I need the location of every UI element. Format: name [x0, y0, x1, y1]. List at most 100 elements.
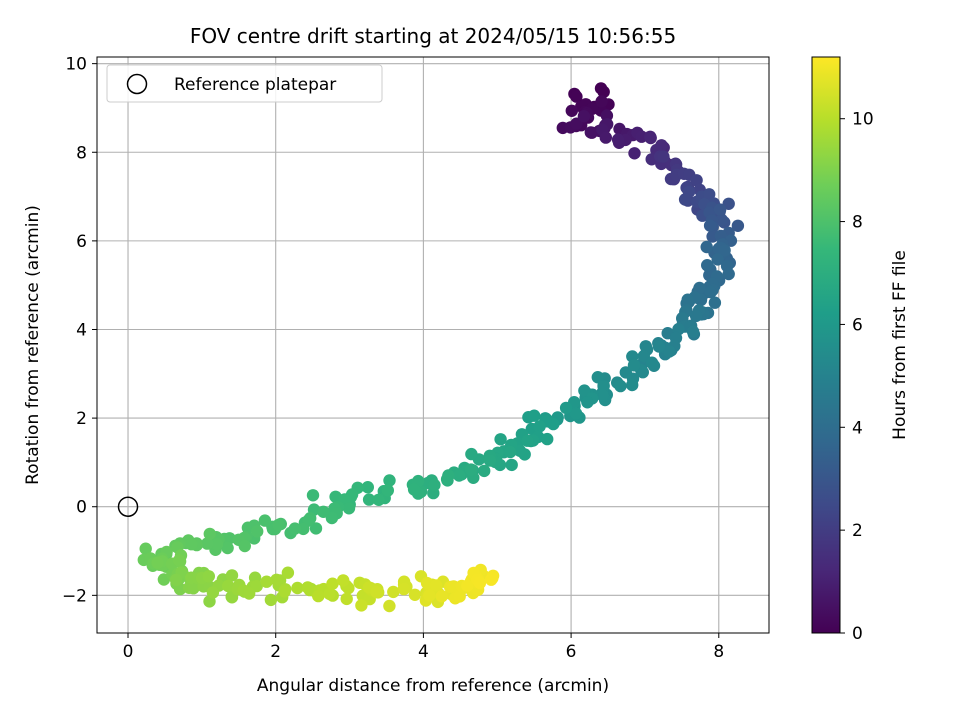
data-point	[559, 401, 573, 415]
data-point	[703, 219, 717, 232]
data-point	[581, 396, 594, 409]
data-point	[731, 219, 745, 232]
data-point	[483, 454, 497, 467]
data-point	[172, 554, 186, 567]
data-point	[464, 463, 478, 476]
data-point	[715, 213, 728, 227]
data-point	[326, 577, 339, 590]
data-point	[201, 537, 214, 550]
data-point	[596, 389, 609, 402]
y-tick-label: 4	[76, 320, 87, 340]
colorbar-tick-label: 2	[852, 521, 863, 541]
data-point	[151, 556, 164, 569]
data-point	[708, 296, 722, 309]
data-point	[453, 590, 466, 603]
data-point	[663, 345, 676, 358]
data-point	[435, 590, 448, 603]
x-tick-label: 8	[713, 642, 724, 662]
data-point	[203, 527, 216, 541]
data-point	[407, 483, 421, 496]
data-point	[323, 587, 336, 601]
data-point	[628, 147, 641, 160]
colorbar-tick-label: 4	[852, 418, 863, 438]
y-tick-label: 0	[76, 498, 87, 518]
data-point	[281, 566, 295, 579]
data-point	[337, 574, 350, 587]
data-point	[528, 409, 541, 422]
data-point	[565, 104, 578, 118]
data-point	[312, 589, 325, 603]
colorbar-tick-label: 6	[852, 315, 863, 335]
data-point	[429, 579, 443, 592]
colorbar-tick-label: 0	[852, 624, 863, 644]
colorbar-tick-label: 8	[852, 213, 863, 233]
data-point	[465, 447, 478, 461]
x-tick-label: 4	[418, 642, 429, 662]
data-point	[722, 267, 735, 281]
data-point	[423, 589, 436, 602]
data-point	[473, 576, 487, 590]
data-point	[678, 193, 692, 206]
x-tick-label: 6	[566, 642, 577, 662]
data-point	[428, 478, 441, 492]
data-point	[383, 474, 396, 487]
legend-label: Reference platepar	[174, 75, 336, 95]
y-tick-label: 2	[76, 409, 87, 429]
data-point	[361, 481, 374, 494]
data-point	[578, 384, 591, 397]
data-point	[626, 378, 639, 392]
data-point	[325, 511, 339, 525]
x-tick-label: 2	[270, 642, 281, 662]
data-point	[541, 432, 554, 446]
data-point	[686, 325, 700, 338]
data-point	[221, 541, 234, 555]
data-point	[383, 599, 396, 613]
data-point	[681, 293, 694, 306]
data-point	[270, 573, 283, 586]
data-point	[570, 90, 583, 103]
data-point	[711, 253, 724, 266]
data-point	[452, 469, 466, 482]
data-point	[521, 434, 534, 447]
data-point	[243, 587, 256, 600]
data-point	[264, 593, 278, 607]
data-point	[627, 359, 641, 372]
data-points	[137, 82, 745, 613]
data-point	[139, 542, 152, 555]
y-axis-label: Rotation from reference (arcmin)	[23, 205, 43, 485]
plot-frame	[96, 56, 770, 634]
data-point	[317, 505, 330, 518]
reference-marker	[117, 496, 139, 517]
data-point	[291, 581, 304, 595]
data-point	[340, 592, 353, 606]
data-point	[288, 522, 302, 535]
data-point	[584, 126, 597, 139]
data-point	[505, 458, 518, 472]
data-point	[306, 489, 320, 502]
colorbar-label: Hours from first FF file	[890, 250, 910, 440]
data-point	[370, 585, 383, 599]
data-point	[440, 473, 454, 486]
data-point	[693, 281, 706, 295]
colorbar	[811, 56, 841, 634]
data-point	[611, 133, 625, 146]
data-point	[591, 371, 604, 384]
data-point	[513, 444, 527, 457]
y-tick-label: 10	[65, 55, 87, 75]
x-axis-label: Angular distance from reference (arcmin)	[257, 676, 609, 696]
data-point	[569, 407, 583, 420]
data-point	[372, 493, 385, 506]
data-point	[645, 356, 659, 369]
data-point	[595, 95, 608, 108]
legend-marker	[126, 73, 148, 95]
data-point	[258, 514, 272, 527]
colorbar-ticks: 0 2 4 6 8 10	[840, 110, 874, 644]
data-point	[689, 309, 703, 323]
legend-box	[106, 64, 383, 103]
data-point	[690, 174, 703, 187]
data-point	[381, 484, 394, 497]
data-point	[202, 570, 215, 583]
data-point	[387, 585, 400, 599]
data-point	[251, 525, 264, 538]
